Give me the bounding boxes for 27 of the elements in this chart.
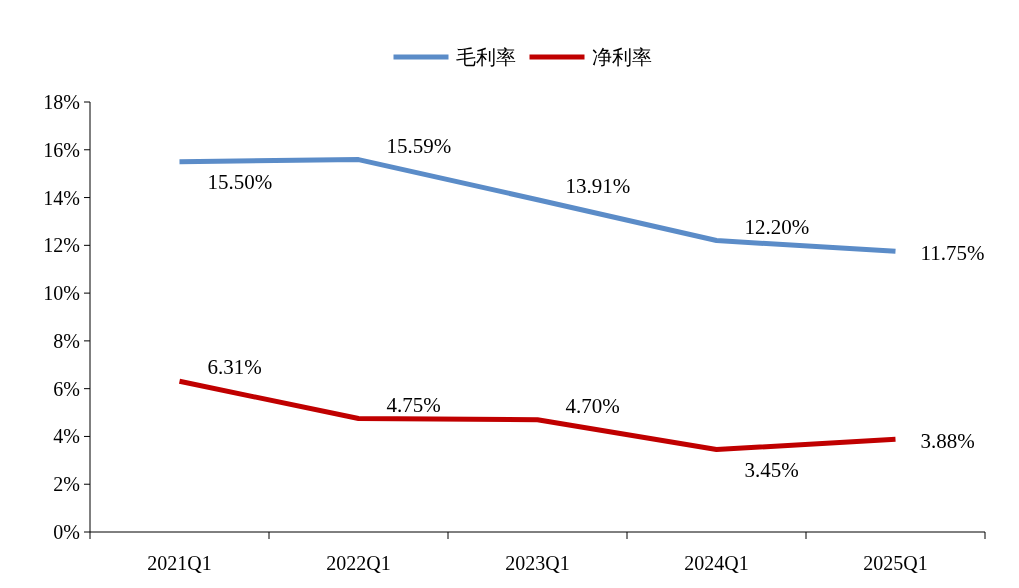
y-tick-label: 10% xyxy=(43,282,80,305)
y-tick-label: 2% xyxy=(53,473,80,496)
data-label: 11.75% xyxy=(920,241,985,266)
y-tick-label: 0% xyxy=(53,521,80,543)
y-tick-label: 18% xyxy=(43,91,80,113)
legend-label: 毛利率 xyxy=(455,45,516,69)
x-tick-label: 2022Q1 xyxy=(326,552,391,574)
data-label: 6.31% xyxy=(207,355,262,380)
data-label: 15.50% xyxy=(207,169,273,194)
y-tick-label: 14% xyxy=(43,186,80,209)
y-tick-label: 8% xyxy=(53,329,80,352)
data-label: 15.59% xyxy=(386,133,452,158)
data-label: 3.88% xyxy=(920,429,975,454)
x-tick-label: 2021Q1 xyxy=(147,552,212,574)
data-label: 4.70% xyxy=(565,393,620,418)
data-label: 3.45% xyxy=(744,457,799,482)
x-tick-label: 2024Q1 xyxy=(684,552,749,574)
x-tick-label: 2025Q1 xyxy=(863,552,928,574)
legend-label: 净利率 xyxy=(591,45,652,69)
y-tick-label: 6% xyxy=(53,377,80,400)
data-label: 12.20% xyxy=(744,214,810,239)
data-label: 4.75% xyxy=(386,392,441,417)
y-tick-label: 4% xyxy=(53,425,80,448)
y-tick-label: 12% xyxy=(43,234,80,257)
y-tick-label: 16% xyxy=(43,138,80,161)
x-tick-label: 2023Q1 xyxy=(505,552,570,574)
data-label: 13.91% xyxy=(565,173,631,198)
